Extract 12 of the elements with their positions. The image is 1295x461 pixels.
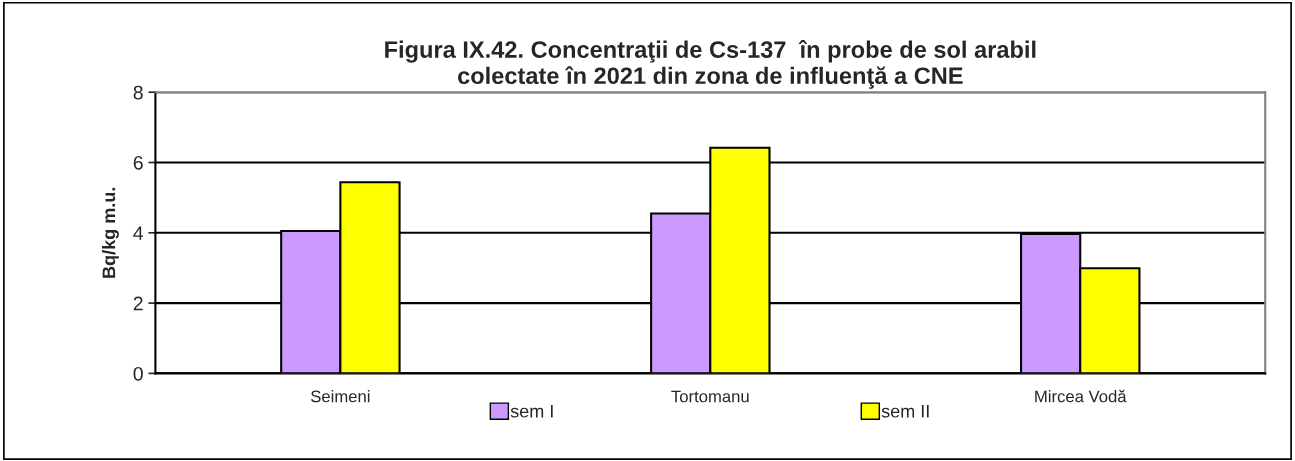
y-tick-label: 0 [133, 366, 143, 381]
y-tick-label: 8 [133, 85, 143, 100]
y-tick-label: 4 [133, 226, 144, 240]
chart-title: Figura IX.42. Concentraţii de Cs-137 în probe de sol arabil colectate în 2021 din zona de influenţă a CNE [385, 40, 1036, 89]
y-tick-label: 2 [133, 296, 143, 311]
legend-label: sem I [510, 404, 553, 418]
x-tick-label: Mircea Vodă [1035, 389, 1127, 403]
y-tick-label: 6 [133, 155, 143, 170]
y-axis-title: Bq/kg m.u. [101, 187, 119, 278]
legend-label: sem II [881, 404, 929, 418]
x-tick-label: Tortomanu [671, 390, 749, 403]
x-tick-label: Seimeni [311, 390, 370, 403]
